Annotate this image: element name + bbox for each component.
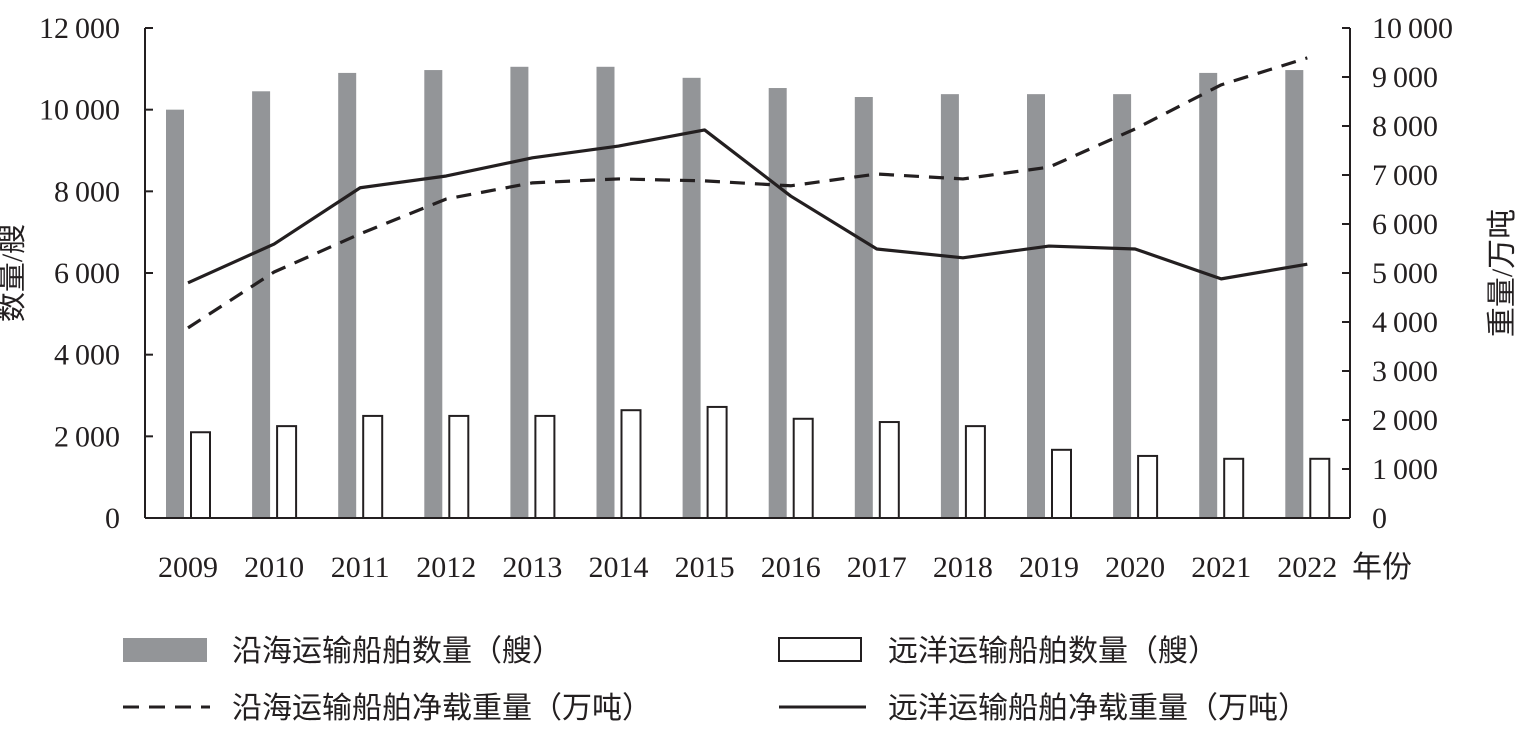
bar-coastal-count [510, 66, 529, 519]
legend-label-coastal-tonnage: 沿海运输船舶净载重量（万吨） [232, 692, 652, 725]
bar-ocean-count [448, 414, 470, 519]
y-tick-label: 2 000 [54, 420, 120, 453]
y2-tick-label: 10 000 [1372, 12, 1453, 45]
bar-coastal-count [1285, 70, 1304, 518]
bar-ocean-count [964, 425, 986, 519]
y-tick-label: 4 000 [54, 339, 120, 372]
x-tick-label: 2015 [675, 551, 735, 584]
legend-label-ocean-tonnage: 远洋运输船舶净载重量（万吨） [888, 692, 1308, 725]
y-tick-label: 12 000 [39, 12, 120, 45]
y2-tick-label: 8 000 [1372, 110, 1438, 143]
x-tick-label: 2018 [933, 551, 993, 584]
y2-tick-label: 5 000 [1372, 257, 1438, 290]
bar-ocean-count [534, 414, 556, 519]
bar-ocean-count [1223, 457, 1245, 519]
bar-ocean-count [620, 409, 642, 520]
legend: 沿海运输船舶数量（艘） 远洋运输船舶数量（艘） 沿海运输船舶净载重量（万吨） 远… [123, 635, 1308, 725]
bar-ocean-count [1309, 457, 1331, 519]
x-tick-label: 2014 [589, 551, 649, 584]
y-tick-label: 6 000 [54, 257, 120, 290]
y2-tick-label: 4 000 [1372, 306, 1438, 339]
y2-tick-label: 7 000 [1372, 159, 1438, 192]
bar-ocean-count [706, 405, 728, 519]
legend-swatch-coastal-count [123, 638, 207, 662]
bar-coastal-count [166, 109, 184, 519]
x-tick-label: 2016 [761, 551, 821, 584]
y-axis-label: 数量/艘 [0, 224, 29, 322]
y-tick-label: 10 000 [39, 94, 120, 127]
x-tick-label: 2013 [502, 551, 562, 584]
bar-coastal-count [338, 72, 357, 519]
bar-coastal-count [1027, 94, 1045, 519]
legend-label-coastal-count: 沿海运输船舶数量（艘） [232, 635, 562, 668]
x-tick-label: 2022 [1277, 551, 1337, 584]
bar-coastal-count [596, 66, 615, 519]
bar-coastal-count [424, 70, 443, 518]
y2-tick-label: 0 [1372, 502, 1387, 535]
bar-ocean-count [792, 417, 814, 519]
x-tick-label: 2020 [1105, 551, 1165, 584]
bar-coastal-count [682, 77, 701, 519]
x-tick-label: 2012 [416, 551, 476, 584]
bar-coastal-count [252, 91, 271, 519]
line-ocean-tonnage [187, 128, 1308, 285]
y2-tick-label: 9 000 [1372, 61, 1438, 94]
line-coastal-tonnage [187, 56, 1308, 330]
bar-ocean-count [1137, 454, 1159, 519]
bar-ocean-count [276, 425, 298, 519]
bar-ocean-count [362, 414, 384, 519]
x-tick-label: 2019 [1019, 551, 1079, 584]
x-tick-label: 2009 [158, 551, 218, 584]
y-tick-label: 8 000 [54, 175, 120, 208]
bar-coastal-count [768, 88, 787, 519]
bar-coastal-count [1113, 94, 1132, 519]
y-tick-label: 0 [105, 502, 120, 535]
x-axis-label: 年份 [1352, 551, 1412, 584]
bar-ocean-count [190, 431, 211, 519]
bar-coastal-count [940, 94, 959, 519]
y2-tick-label: 2 000 [1372, 404, 1438, 437]
y2-axis-label: 重量/万吨 [1486, 209, 1519, 337]
bar-coastal-count [854, 97, 873, 518]
legend-label-ocean-count: 远洋运输船舶数量（艘） [888, 635, 1218, 668]
x-tick-label: 2021 [1191, 551, 1251, 584]
y2-tick-label: 1 000 [1372, 453, 1438, 486]
bar-coastal-count [1199, 72, 1218, 519]
x-tick-label: 2011 [331, 551, 390, 584]
legend-swatch-ocean-count [778, 637, 862, 662]
y2-tick-label: 6 000 [1372, 208, 1438, 241]
y2-tick-label: 3 000 [1372, 355, 1438, 388]
x-tick-label: 2010 [244, 551, 304, 584]
x-tick-label: 2017 [847, 551, 907, 584]
bar-ocean-count [878, 421, 900, 519]
bar-ocean-count [1051, 448, 1072, 519]
